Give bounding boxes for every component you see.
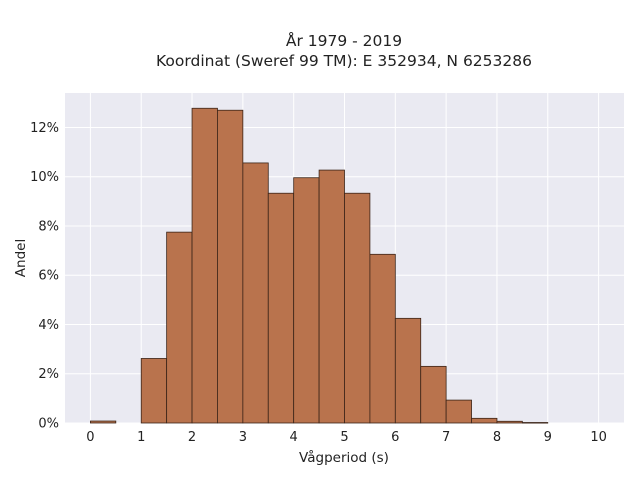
bars [90,107,549,424]
histogram-bar [293,177,320,424]
x-tick-label: 10 [590,430,607,445]
tick-labels: 0 1 2 3 4 5 6 7 8 9 10 0% 2% 4% 6% 8% 10% 12% [30,121,607,445]
histogram-bar [521,422,549,424]
x-tick-label: 9 [544,430,552,445]
histogram-bar [191,107,218,424]
y-axis-label: Andel [13,239,29,277]
y-tick-label: 4% [38,318,59,333]
histogram-bar [471,417,498,424]
y-tick-label: 2% [38,367,59,382]
x-tick-label: 7 [442,430,450,445]
x-tick-label: 3 [239,430,247,445]
histogram-bar [267,192,295,424]
histogram-bar [90,420,117,424]
x-axis-label: Vågperiod (s) [299,449,389,466]
x-tick-label: 0 [86,430,94,445]
x-tick-label: 2 [188,430,196,445]
histogram-bar [344,192,371,424]
histogram-bar [217,109,244,424]
histogram-bar [242,162,269,424]
chart-subtitle: Koordinat (Sweref 99 TM): E 352934, N 62… [156,52,532,70]
histogram-bar [369,253,396,424]
histogram-bar [166,231,193,424]
histogram-bar [318,169,345,424]
y-tick-label: 0% [38,417,59,432]
x-tick-label: 5 [340,430,348,445]
histogram-bar [445,399,472,424]
x-tick-label: 8 [493,430,501,445]
chart-title: År 1979 - 2019 [286,31,402,50]
y-tick-label: 6% [38,269,59,284]
histogram-bar [420,365,447,424]
histogram-bar [394,317,422,424]
x-tick-label: 4 [290,430,298,445]
y-tick-label: 12% [30,121,59,136]
x-tick-label: 1 [137,430,145,445]
y-tick-label: 8% [38,219,59,234]
histogram-bar [496,420,523,424]
x-tick-label: 6 [391,430,399,445]
y-tick-label: 10% [30,170,59,185]
histogram-bar [140,358,168,424]
